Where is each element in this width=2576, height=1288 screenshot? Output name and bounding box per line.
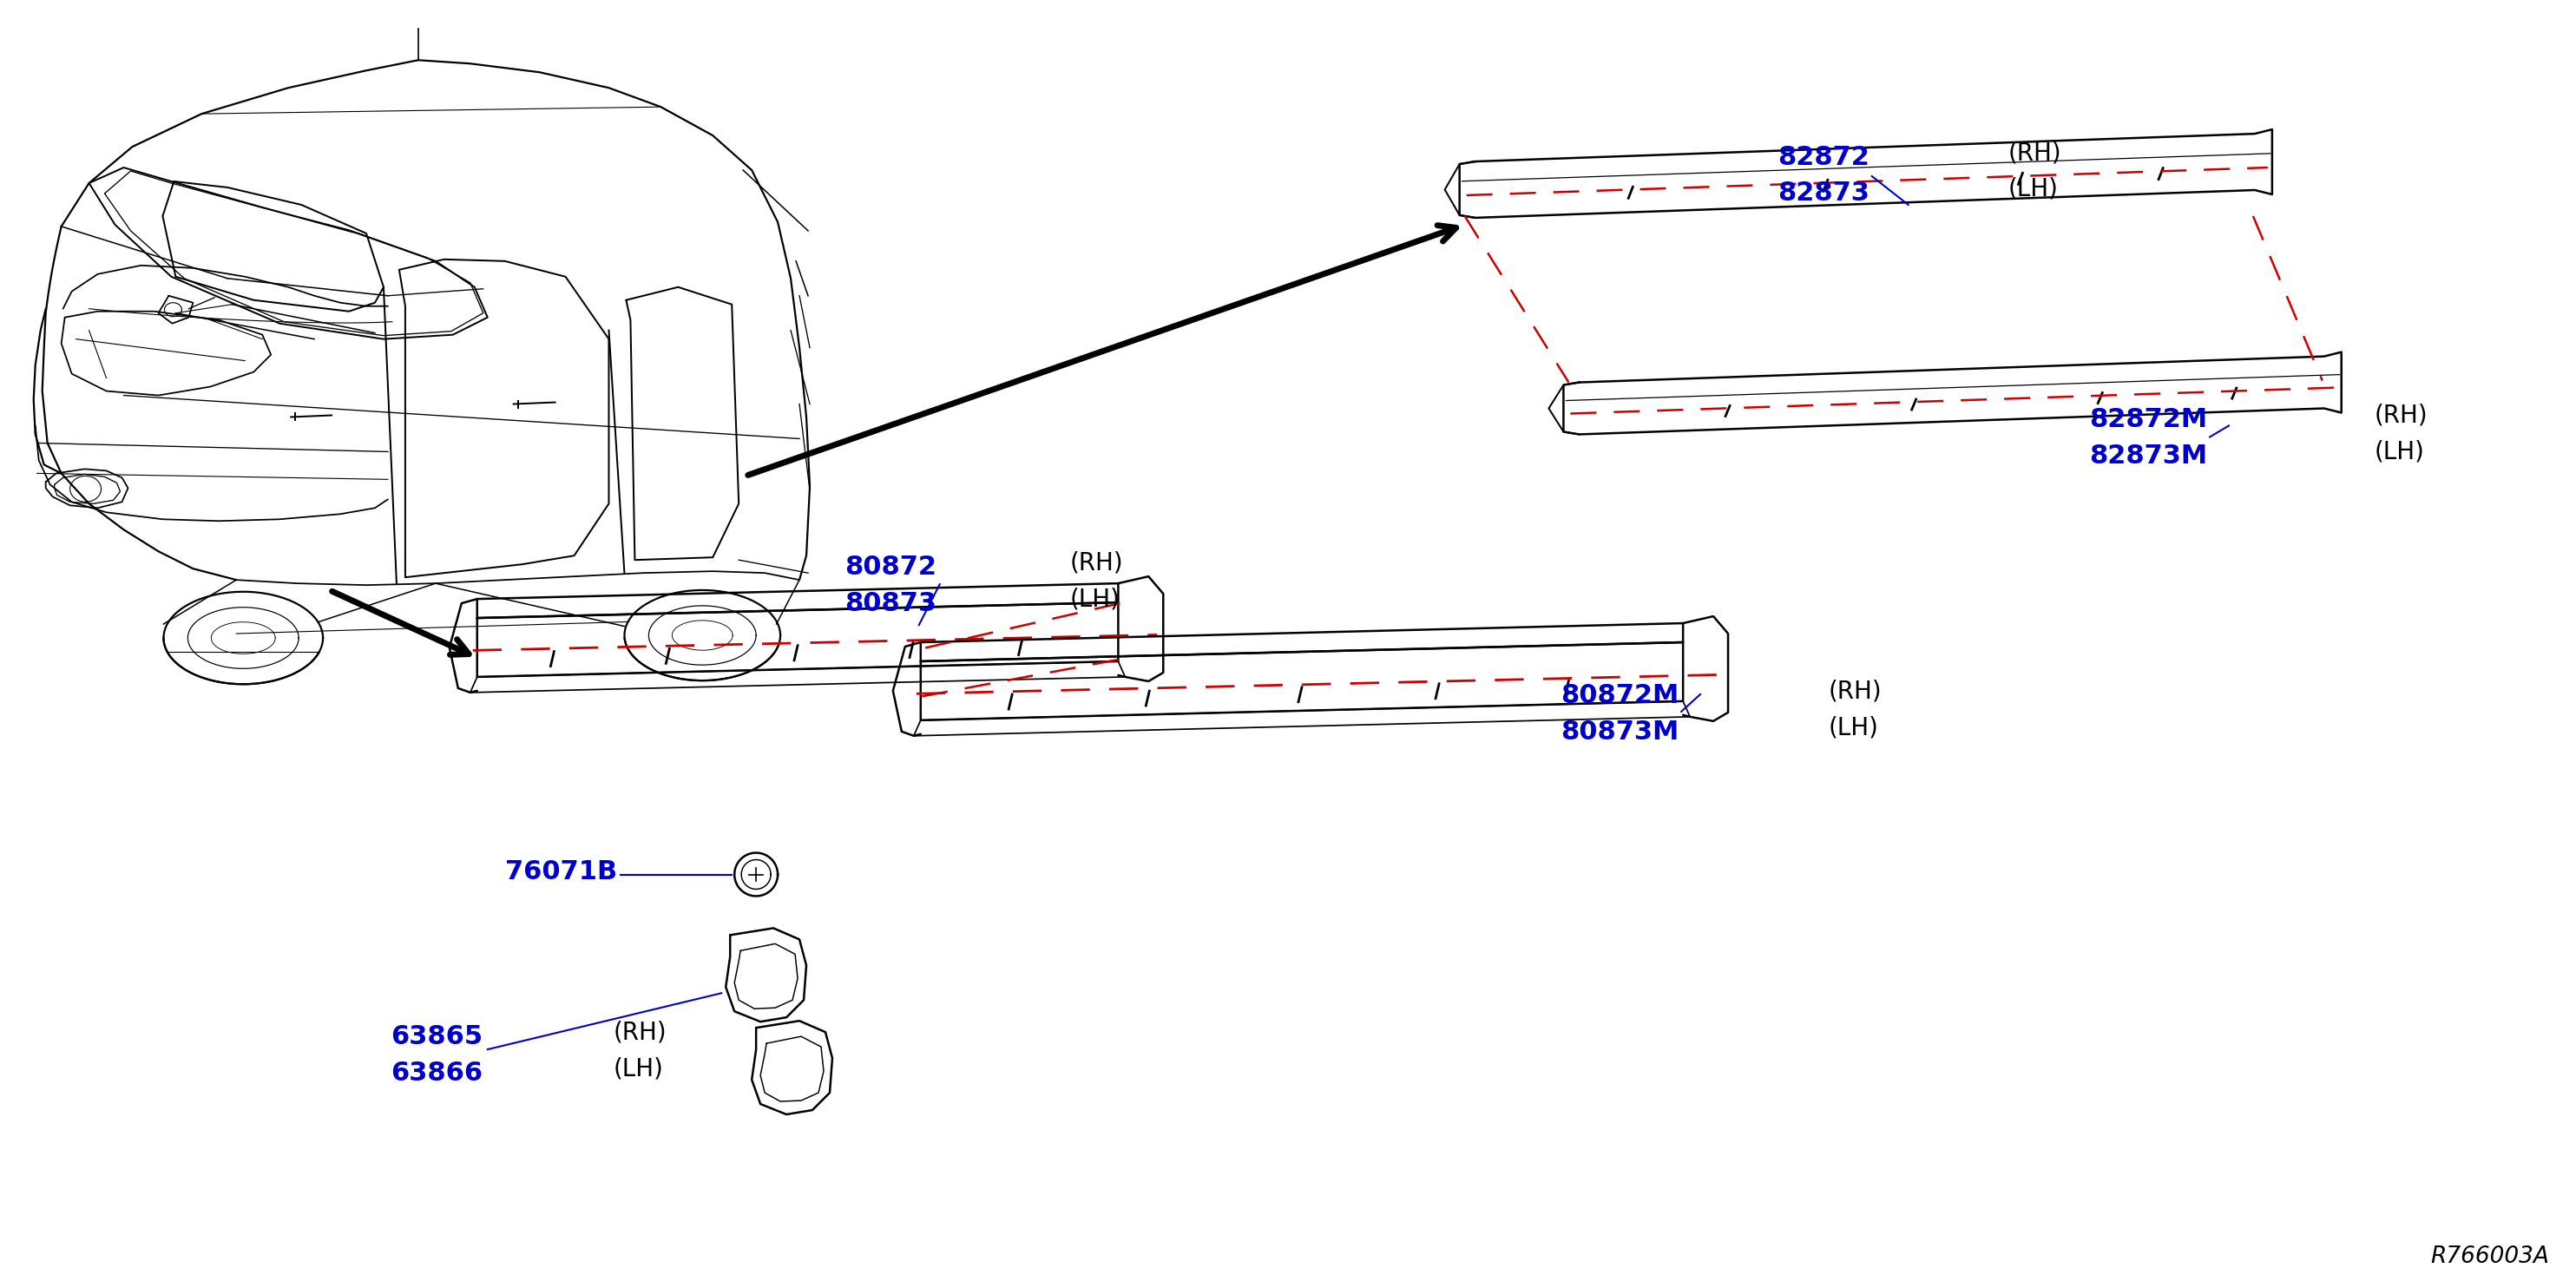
Text: (LH): (LH) — [1069, 587, 1121, 611]
Text: R766003A: R766003A — [2432, 1245, 2550, 1267]
Text: (RH): (RH) — [613, 1020, 667, 1045]
Text: 80873M: 80873M — [1561, 720, 1680, 744]
Text: 80872M: 80872M — [1561, 684, 1680, 708]
Text: (LH): (LH) — [613, 1056, 665, 1081]
Text: (RH): (RH) — [2007, 140, 2061, 165]
Text: (LH): (LH) — [2375, 439, 2424, 464]
Text: 82872M: 82872M — [2089, 407, 2208, 433]
Text: 82873: 82873 — [1777, 180, 1870, 206]
Text: 82872: 82872 — [1777, 144, 1870, 170]
Text: (RH): (RH) — [1829, 680, 1883, 703]
Text: 80873: 80873 — [845, 591, 935, 616]
Text: 80872: 80872 — [845, 554, 935, 580]
Text: 76071B: 76071B — [505, 859, 618, 885]
Text: 63865: 63865 — [392, 1024, 484, 1048]
Text: (LH): (LH) — [1829, 716, 1878, 741]
Text: (LH): (LH) — [2007, 176, 2058, 201]
Text: (RH): (RH) — [1069, 550, 1123, 574]
Text: 82873M: 82873M — [2089, 443, 2208, 469]
Text: (RH): (RH) — [2375, 403, 2427, 428]
Text: 63866: 63866 — [392, 1060, 484, 1086]
